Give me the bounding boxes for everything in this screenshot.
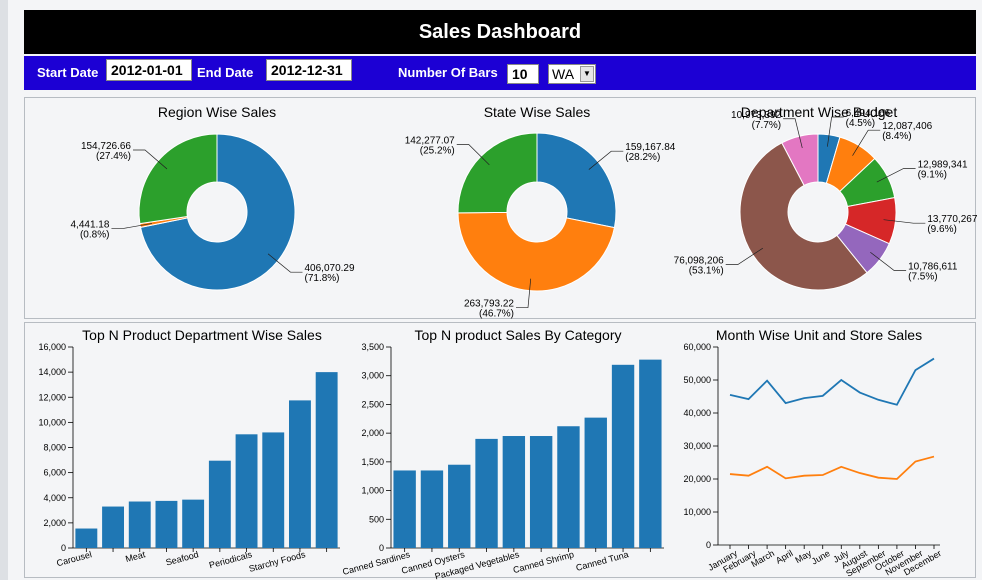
start-date-input[interactable]: 2012-01-01 [106, 59, 192, 81]
pie-charts-panel [24, 97, 976, 319]
month-sales-chart-title: Month Wise Unit and Store Sales [715, 327, 923, 343]
dashboard-title-bar: Sales Dashboard [24, 10, 976, 54]
state-select[interactable]: WA ▼ [548, 64, 596, 84]
end-date-input[interactable]: 2012-12-31 [266, 59, 352, 81]
end-date-label: End Date [197, 65, 254, 80]
bar-line-charts-panel [24, 322, 976, 578]
state-chart-title: State Wise Sales [483, 104, 591, 120]
left-margin-stripe [0, 0, 8, 580]
number-of-bars-input[interactable]: 10 [507, 64, 539, 84]
number-of-bars-label: Number Of Bars [398, 65, 498, 80]
page-title: Sales Dashboard [418, 20, 582, 43]
product-department-chart-title: Top N Product Department Wise Sales [82, 327, 322, 343]
state-select-value: WA [552, 66, 575, 82]
product-category-chart-title: Top N product Sales By Category [414, 327, 622, 343]
region-chart-title: Region Wise Sales [157, 104, 277, 120]
filter-bar: Start Date 2012-01-01 End Date 2012-12-3… [24, 56, 976, 90]
department-budget-chart-title: Department Wise Budget [740, 104, 898, 120]
start-date-label: Start Date [37, 65, 99, 80]
chevron-down-icon[interactable]: ▼ [580, 66, 594, 82]
